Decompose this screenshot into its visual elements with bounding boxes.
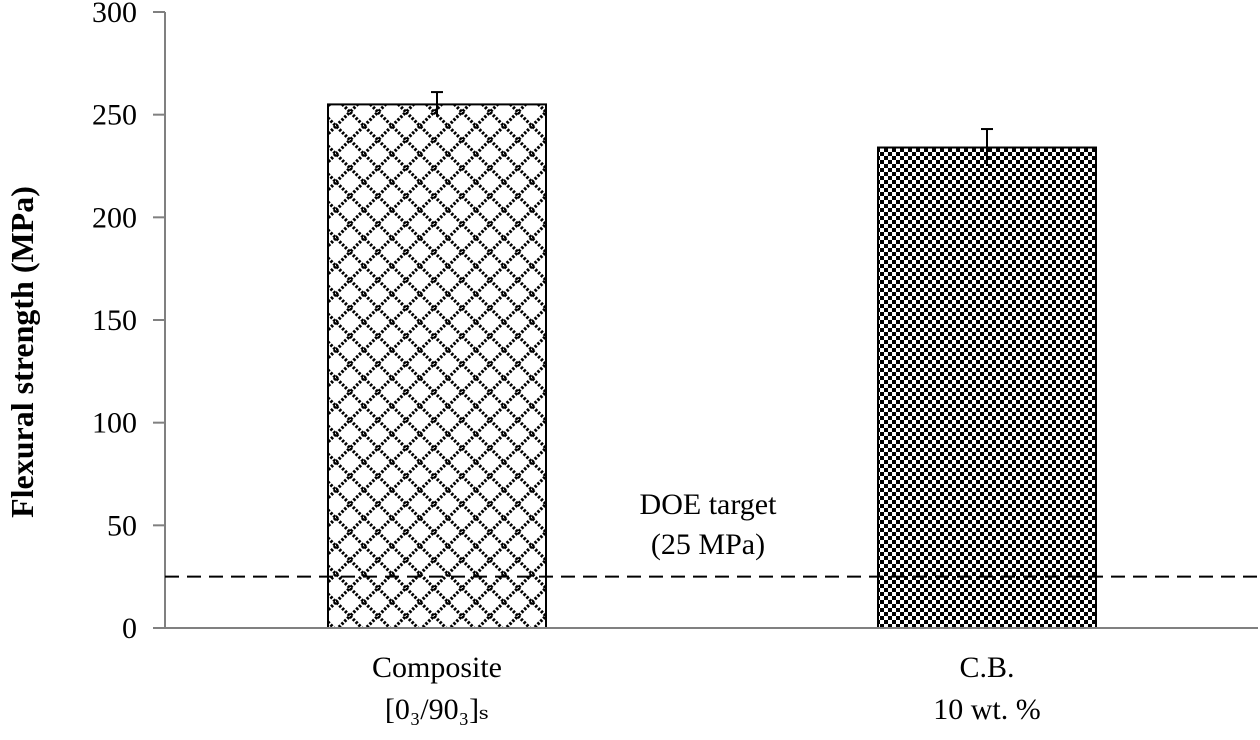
doe-target-label: DOE target xyxy=(640,488,778,521)
y-tick-label: 300 xyxy=(92,0,137,29)
reference-layer: DOE target (25 MPa) xyxy=(165,488,1258,578)
bar-2 xyxy=(877,146,1097,630)
bar-1 xyxy=(327,103,547,629)
x-category-label: C.B. xyxy=(959,651,1014,684)
x-category-label: 10 wt. % xyxy=(933,693,1041,726)
bars-layer xyxy=(327,91,1097,630)
x-category-label: Composite xyxy=(372,651,502,684)
x-category-label: [0₃/90₃]ₛ xyxy=(385,693,489,726)
y-axis-label: Flexural strength (MPa) xyxy=(4,186,40,518)
y-tick-label: 200 xyxy=(92,201,137,234)
y-tick-label: 0 xyxy=(122,612,137,645)
y-tick-label: 50 xyxy=(107,509,137,542)
y-axis: 0 50 100 150 200 250 300 xyxy=(92,0,166,645)
x-axis: Composite [0₃/90₃]ₛ C.B. 10 wt. % xyxy=(165,627,1258,726)
doe-target-label: (25 MPa) xyxy=(651,528,765,561)
y-tick-label: 150 xyxy=(92,304,137,337)
y-tick-label: 100 xyxy=(92,407,137,440)
y-tick-label: 250 xyxy=(92,99,137,132)
